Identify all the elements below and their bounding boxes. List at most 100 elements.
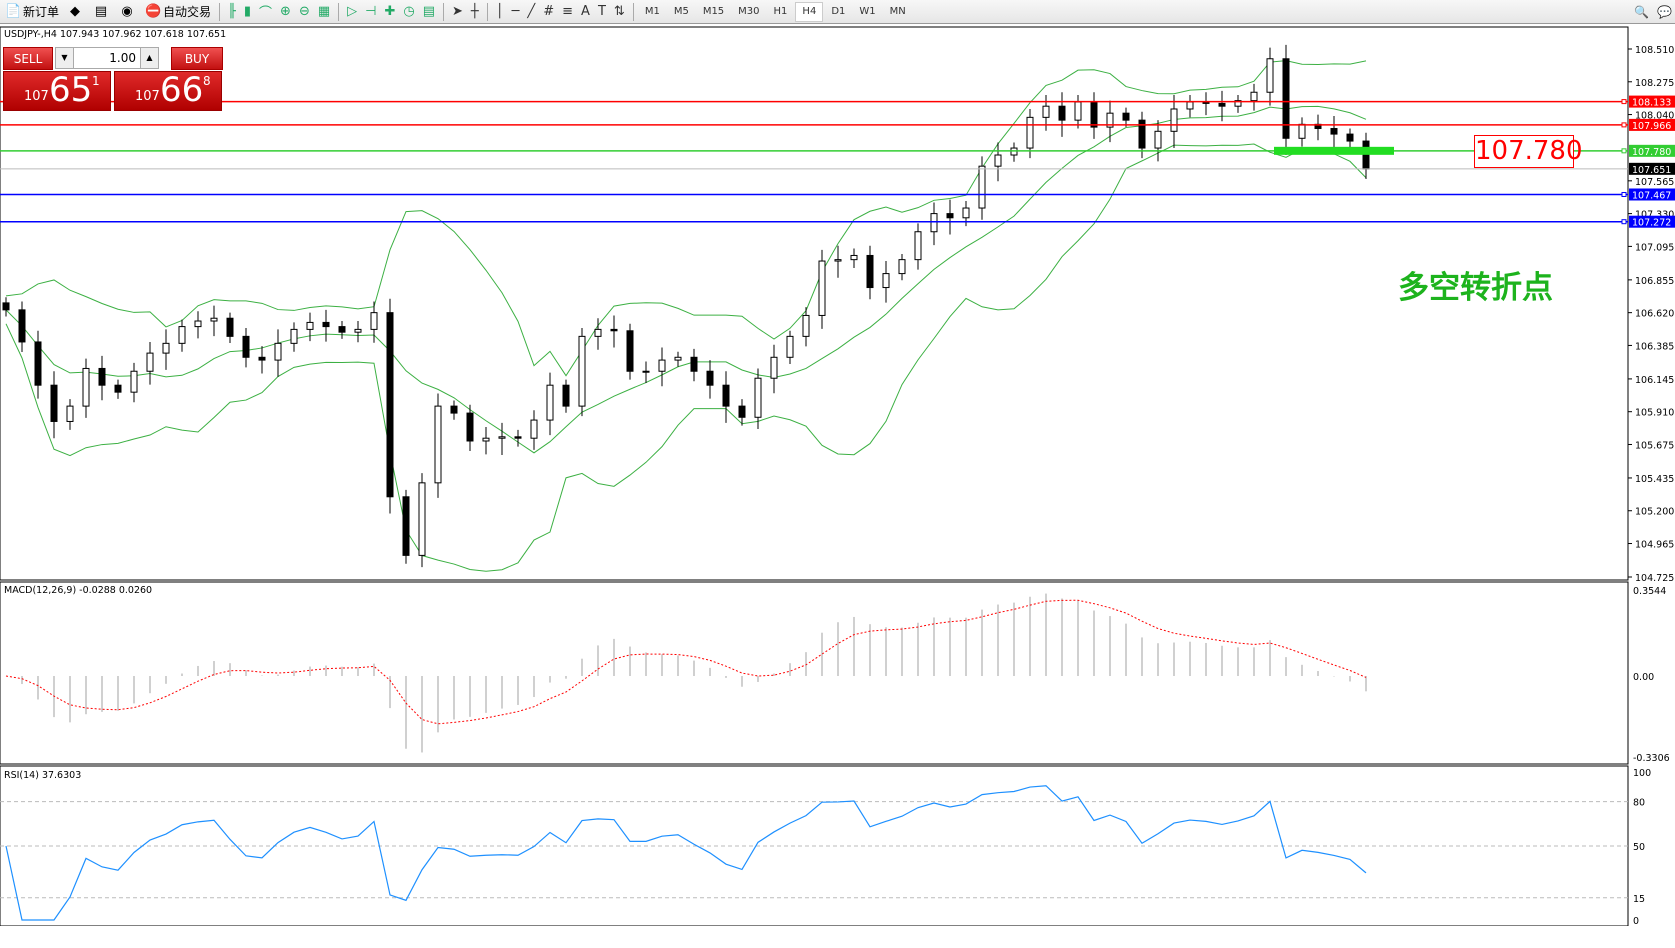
- zoom-in-icon[interactable]: ⊕: [280, 4, 291, 19]
- candle-bullish: [306, 321, 314, 330]
- sell-price-pip: 1: [92, 74, 100, 88]
- timeframe-m5[interactable]: M5: [673, 6, 689, 17]
- chat-icon[interactable]: 💬: [1657, 4, 1672, 19]
- timeframe-m1[interactable]: M1: [644, 6, 660, 17]
- candle-bullish: [834, 259, 842, 262]
- candle-bearish: [98, 367, 106, 386]
- candle-bearish: [1138, 119, 1146, 149]
- candle-bearish: [18, 309, 26, 343]
- y-tick-label: 108.510: [1635, 45, 1674, 56]
- candle-bearish: [34, 341, 42, 386]
- candle-bearish: [1330, 128, 1338, 135]
- main-panel-frame: [0, 26, 1629, 581]
- trendline-icon[interactable]: ╱: [527, 4, 536, 19]
- horizontal-line-icon[interactable]: ─: [511, 4, 520, 19]
- timeframe-m15[interactable]: M15: [702, 6, 725, 17]
- vertical-line-icon[interactable]: │: [495, 4, 504, 19]
- candle-bullish: [578, 335, 586, 407]
- candle-bullish: [642, 370, 650, 373]
- signal-button[interactable]: ◉: [116, 2, 140, 22]
- auto-trading-button[interactable]: ⛔ 自动交易: [142, 2, 214, 22]
- candle-bearish: [242, 335, 250, 358]
- chart-area[interactable]: 108.510 108.275 108.040 107.565 107.330 107.0…: [0, 26, 1675, 926]
- reversal-point-annotation: 多空转折点: [1398, 270, 1553, 306]
- candle-bearish: [1282, 58, 1290, 139]
- lot-decrease-icon[interactable]: ▼: [56, 48, 74, 68]
- timeframe-h1[interactable]: H1: [773, 6, 788, 17]
- text-icon[interactable]: A: [581, 4, 590, 19]
- sell-price-main: 65: [49, 70, 93, 110]
- buy-price-button[interactable]: 107 66 8: [114, 70, 222, 111]
- candle-bullish: [770, 356, 778, 379]
- cursor-icon[interactable]: ➤: [452, 4, 463, 19]
- line-anchor: [1621, 148, 1627, 154]
- candle-bearish: [114, 384, 122, 393]
- zoom-out-icon[interactable]: ⊖: [298, 4, 310, 19]
- candle-bullish: [1074, 101, 1082, 121]
- y-tick-label: 108.275: [1635, 78, 1674, 89]
- y-tick-label: 105.675: [1635, 440, 1674, 451]
- candle-bullish: [1298, 123, 1306, 139]
- lot-size-input[interactable]: 1.00: [109, 51, 136, 65]
- candle-bullish: [674, 356, 682, 361]
- bar-chart-icon[interactable]: ╟: [228, 4, 236, 19]
- current-price-label: 107.651: [1632, 165, 1671, 176]
- candlestick-icon[interactable]: ▮: [243, 4, 252, 19]
- candle-bullish: [194, 320, 202, 328]
- sell-button[interactable]: SELL: [3, 47, 53, 70]
- lot-size-stepper[interactable]: ▼ 1.00 ▲: [55, 47, 159, 69]
- candle-bullish: [754, 377, 762, 418]
- candle-bullish: [210, 317, 218, 322]
- price-tag: [1629, 144, 1675, 157]
- sell-price-button[interactable]: 107 65 1: [3, 70, 111, 111]
- crosshair-icon[interactable]: ┼: [470, 4, 479, 19]
- candle-bullish: [530, 419, 538, 439]
- line-chart-icon[interactable]: ⌒: [259, 6, 273, 21]
- price-tag-label: 107.780: [1632, 147, 1671, 158]
- indicators-icon[interactable]: ✚: [384, 4, 396, 19]
- lot-increase-icon[interactable]: ▲: [140, 48, 158, 68]
- fibonacci-icon[interactable]: ≡: [562, 4, 574, 19]
- equidistant-channel-icon[interactable]: #: [543, 4, 555, 19]
- y-tick-label: 106.385: [1635, 341, 1674, 352]
- macd-tick-label: -0.3306: [1633, 753, 1670, 764]
- terminal-icon: ▤: [94, 3, 108, 19]
- candle-bullish: [1170, 108, 1178, 132]
- history-button[interactable]: ◆: [64, 2, 88, 22]
- one-click-trade-panel: SELL ▼ 1.00 ▲ BUY 107 65 1 107 66 8: [3, 47, 223, 111]
- bollinger-upper-band: [5, 60, 1367, 377]
- candle-bullish: [162, 342, 170, 354]
- y-tick-label: 105.200: [1635, 507, 1674, 518]
- candle-bearish: [450, 405, 458, 414]
- y-tick-label: 108.040: [1635, 111, 1674, 122]
- candle-bearish: [946, 213, 954, 219]
- timeframe-h4[interactable]: H4: [795, 1, 824, 22]
- candle-bullish: [82, 367, 90, 407]
- chart-shift-icon[interactable]: ⊣: [365, 4, 377, 19]
- price-label-107780[interactable]: 107.780: [1474, 135, 1583, 168]
- periods-icon[interactable]: ◷: [403, 4, 415, 19]
- rsi-tick-label: 100: [1633, 768, 1651, 779]
- timeframe-w1[interactable]: W1: [859, 6, 876, 17]
- tile-windows-icon[interactable]: ▦: [317, 4, 331, 19]
- buy-price-main: 66: [160, 70, 204, 110]
- search-icon[interactable]: 🔍: [1634, 4, 1650, 19]
- arrows-icon[interactable]: ⇅: [613, 4, 625, 19]
- macd-tick-label: 0.3544: [1633, 586, 1666, 597]
- terminal-button[interactable]: ▤: [90, 2, 114, 22]
- candle-bullish: [1234, 100, 1242, 107]
- text-label-icon[interactable]: T: [597, 4, 606, 19]
- auto-trading-icon: ⛔: [145, 3, 162, 19]
- timeframe-mn[interactable]: MN: [889, 6, 906, 17]
- auto-scroll-icon[interactable]: ▷: [347, 4, 358, 19]
- candle-bullish: [802, 314, 810, 337]
- buy-button[interactable]: BUY: [171, 47, 223, 70]
- candle-bullish: [658, 359, 666, 372]
- templates-icon[interactable]: ▤: [422, 4, 436, 19]
- candle-bullish: [370, 312, 378, 330]
- candle-bearish: [706, 370, 714, 386]
- timeframe-d1[interactable]: D1: [831, 6, 846, 17]
- y-tick-label: 106.620: [1635, 309, 1674, 320]
- timeframe-m30[interactable]: M30: [738, 6, 760, 17]
- new-order-button[interactable]: 📄 新订单: [2, 2, 62, 22]
